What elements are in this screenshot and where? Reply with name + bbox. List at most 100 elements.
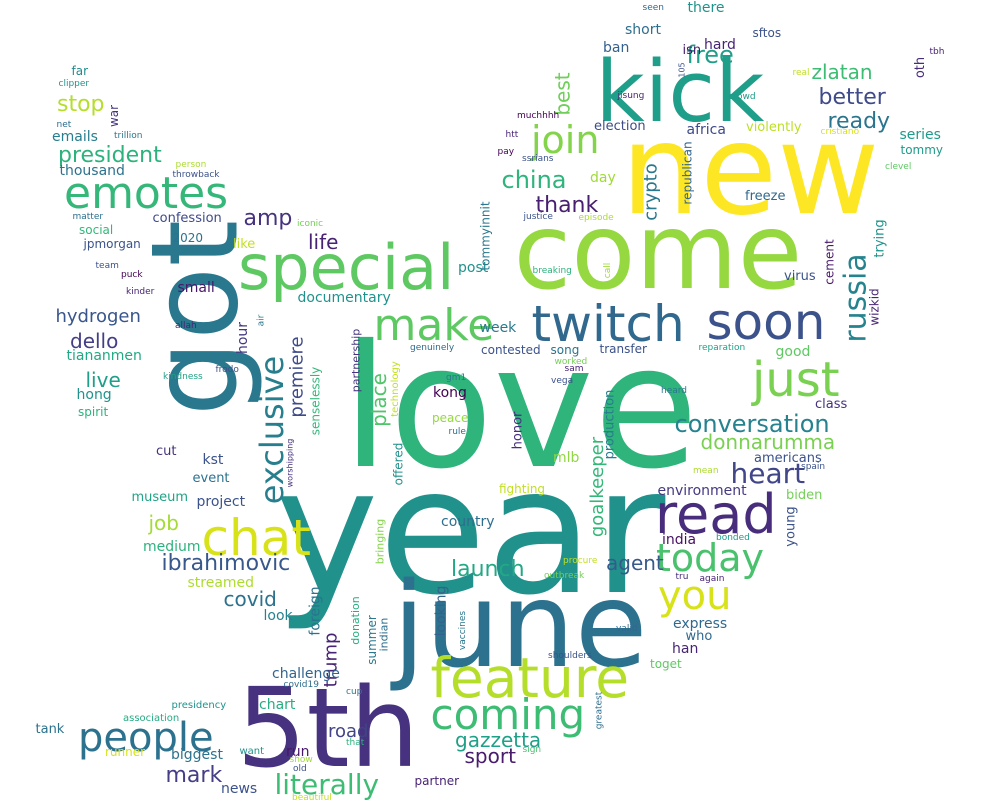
word-procure: procure [563, 555, 598, 566]
word-exclusive: exclusive [253, 355, 292, 505]
word-frodo: frodo [215, 364, 239, 375]
word-good: good [775, 344, 811, 360]
word-place: place [366, 373, 391, 427]
word-you: you [658, 573, 732, 619]
word-challenge: challenge [272, 666, 340, 682]
word-mark: mark [165, 763, 223, 788]
word-donnarumma: donnarumma [700, 430, 836, 454]
word-dello: dello [70, 329, 119, 353]
word-come: come [513, 190, 803, 313]
word-puck: puck [121, 269, 143, 280]
word-mean: mean [693, 465, 719, 476]
word-team: team [95, 260, 119, 271]
word-tommy: tommy [900, 143, 944, 157]
word-people: people [78, 715, 214, 761]
word-call: call [602, 262, 613, 278]
word-virus: virus [784, 268, 816, 284]
word-news: news [221, 781, 258, 797]
word-there: there [687, 0, 725, 16]
word-war: war [107, 104, 122, 128]
word-russia: russia [838, 253, 874, 343]
word-han: han [672, 641, 699, 657]
word-new: new [621, 97, 880, 243]
word-read: read [655, 483, 777, 546]
word-greatest: greatest [594, 691, 605, 729]
word-amp: amp [243, 206, 293, 231]
word-republican: republican [680, 141, 695, 205]
word-event: event [192, 470, 230, 486]
word-real: real [792, 67, 810, 78]
word-today: today [656, 536, 765, 580]
word-who: who [685, 628, 713, 644]
word-short: short [625, 22, 661, 38]
word-kick: kick [595, 42, 765, 142]
word-medium: medium [143, 539, 201, 555]
word-series: series [899, 127, 941, 143]
word-muchhhh: muchhhh [517, 110, 560, 121]
word-soon: soon [706, 293, 826, 351]
word-show: show [289, 754, 313, 765]
word-song: song [550, 343, 580, 357]
word-china: china [501, 166, 567, 194]
word-air: air [256, 314, 267, 326]
word-run: run [286, 744, 310, 760]
word-jisung: jisung [617, 90, 645, 101]
word-sftos: sftos [752, 26, 782, 40]
word-president: president [58, 143, 162, 168]
word-class: class [815, 396, 848, 412]
word-worshipping: worshipping [284, 438, 294, 488]
word-biden: biden [786, 487, 823, 503]
word-throwback: throwback [172, 169, 220, 180]
word-iconic: iconic [297, 218, 324, 229]
word-agent: agent [606, 551, 664, 575]
word-clipper: clipper [58, 78, 90, 89]
word-net: net [56, 119, 72, 130]
word-far: far [71, 64, 89, 78]
word-crowd: crowd [728, 91, 756, 102]
word-kinder: kinder [126, 286, 155, 297]
word-better: better [818, 85, 886, 110]
word-spain: spain [801, 461, 826, 472]
word-streamed: streamed [187, 575, 255, 591]
word-kong: kong [433, 385, 467, 401]
word-contested: contested [481, 343, 541, 357]
word-trillion: trillion [114, 130, 143, 141]
word-cristiano: cristiano [820, 126, 860, 137]
word-production: production [602, 389, 618, 459]
word-americans: americans [754, 450, 822, 466]
word-outbreak: outbreak [544, 570, 585, 581]
word-year: year [275, 430, 666, 634]
word-launch: launch [451, 557, 525, 582]
word-matter: matter [72, 211, 104, 222]
word-zlatan: zlatan [811, 60, 873, 84]
word-young: young [783, 505, 799, 547]
word-worked: worked [554, 356, 588, 367]
word-episode: episode [578, 212, 614, 223]
word-coming: coming [430, 690, 586, 739]
word-tiananmen: tiananmen [66, 348, 142, 364]
word-mlb: mlb [553, 450, 580, 466]
word-reparation: reparation [698, 342, 746, 353]
word-cut: cut [156, 443, 177, 459]
word-tru: tru [675, 571, 689, 582]
word-donation: donation [348, 595, 362, 645]
word-tommyinnit: tommyinnit [478, 201, 493, 271]
word-country: country [441, 514, 495, 530]
word-week: week [479, 320, 517, 336]
word-partnership: partnership [349, 328, 363, 392]
word-literally: literally [274, 768, 380, 801]
word-violently: violently [746, 119, 802, 135]
word-wizkid: wizkid [867, 288, 882, 326]
word-isn: isn [682, 42, 702, 58]
word-foreign: foreign [307, 586, 324, 636]
word-love: love [342, 309, 699, 507]
word-day: day [590, 170, 616, 186]
word-partner: partner [414, 774, 460, 788]
word-ready: ready [827, 109, 891, 134]
word-association: association [123, 713, 180, 724]
word-premiere: premiere [286, 336, 308, 418]
word-twitch: twitch [531, 295, 685, 353]
word-museum: museum [131, 489, 189, 505]
word-election: election [594, 118, 646, 134]
word-jpmorgan: jpmorgan [83, 237, 141, 251]
